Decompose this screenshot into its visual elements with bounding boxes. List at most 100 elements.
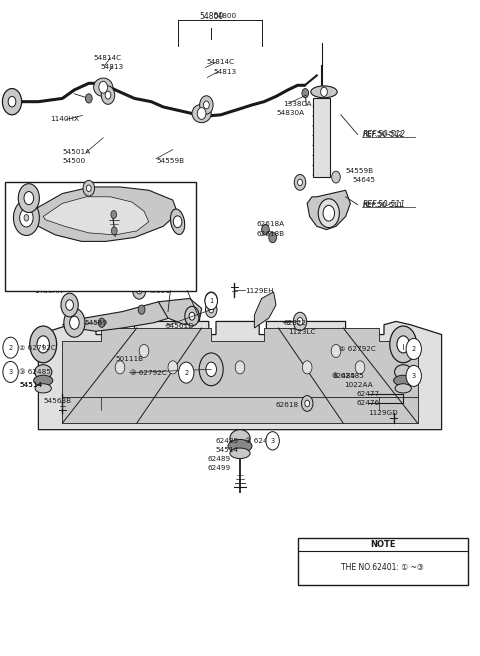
Circle shape (3, 337, 18, 358)
Text: 54519B: 54519B (126, 234, 154, 241)
Bar (298, 538, 468, 585)
Text: 2: 2 (184, 369, 188, 376)
Bar (5, 182, 196, 291)
Circle shape (20, 209, 33, 227)
Text: 54563B: 54563B (43, 398, 72, 405)
Circle shape (66, 300, 73, 310)
Circle shape (205, 292, 217, 309)
Circle shape (397, 336, 409, 353)
Circle shape (332, 171, 340, 183)
Circle shape (139, 344, 149, 358)
Polygon shape (62, 328, 418, 423)
Circle shape (111, 211, 117, 218)
Circle shape (85, 94, 92, 103)
Circle shape (209, 306, 214, 313)
Text: REF.50-511: REF.50-511 (362, 200, 406, 209)
Text: 62322: 62322 (283, 319, 306, 326)
Polygon shape (43, 197, 149, 235)
Circle shape (321, 87, 327, 96)
Text: 54800: 54800 (214, 13, 237, 20)
Circle shape (297, 318, 303, 325)
Text: 1129GD: 1129GD (369, 410, 398, 417)
Text: 2: 2 (412, 346, 416, 352)
Text: 54514: 54514 (19, 382, 42, 388)
Circle shape (101, 86, 115, 104)
Polygon shape (62, 302, 182, 331)
Text: 54559B: 54559B (156, 157, 184, 164)
Text: 54553A: 54553A (126, 225, 154, 232)
Circle shape (331, 344, 341, 358)
Circle shape (262, 224, 269, 235)
Text: 62477: 62477 (356, 390, 379, 397)
Polygon shape (307, 190, 350, 230)
Text: 1123LC: 1123LC (288, 329, 315, 335)
Text: 54559B: 54559B (346, 167, 374, 174)
Ellipse shape (395, 365, 412, 379)
Text: 2: 2 (9, 344, 12, 351)
Circle shape (406, 365, 421, 386)
Text: 54514: 54514 (215, 447, 238, 453)
Text: 54561D: 54561D (166, 323, 194, 329)
Text: 1022AA: 1022AA (345, 382, 373, 388)
Text: 50111B: 50111B (115, 356, 144, 363)
Circle shape (105, 91, 111, 99)
Text: 49551: 49551 (148, 287, 171, 294)
Polygon shape (38, 321, 442, 430)
Text: ③ 62792C: ③ 62792C (130, 369, 167, 376)
Circle shape (168, 361, 178, 374)
Circle shape (86, 185, 91, 192)
Circle shape (323, 205, 335, 221)
Ellipse shape (170, 209, 185, 234)
Circle shape (98, 318, 105, 327)
Text: 62499: 62499 (207, 465, 230, 472)
Text: 54813: 54813 (214, 68, 237, 75)
Text: 1338CA: 1338CA (283, 100, 312, 107)
Text: 54559: 54559 (78, 260, 101, 267)
Ellipse shape (230, 430, 250, 447)
Text: 54514: 54514 (19, 382, 42, 388)
Text: 1: 1 (209, 298, 213, 304)
Ellipse shape (94, 78, 113, 96)
Text: 62476: 62476 (356, 400, 379, 406)
Text: REF.50-511: REF.50-511 (362, 201, 403, 208)
Text: 54541A: 54541A (149, 263, 177, 270)
Text: NOTE: NOTE (370, 540, 396, 549)
Circle shape (99, 81, 108, 93)
Circle shape (3, 361, 18, 382)
Text: 1140HX: 1140HX (50, 116, 79, 123)
Text: 54501A: 54501A (62, 149, 91, 155)
Circle shape (302, 361, 312, 374)
Circle shape (390, 326, 417, 363)
Text: 54830A: 54830A (277, 110, 305, 116)
Text: THE NO.62401: ① ~③: THE NO.62401: ① ~③ (341, 564, 424, 572)
Circle shape (83, 180, 95, 196)
Circle shape (200, 96, 213, 114)
Circle shape (189, 312, 195, 320)
Ellipse shape (35, 365, 52, 379)
Circle shape (197, 108, 206, 119)
Text: REF.50-512: REF.50-512 (362, 131, 403, 138)
Ellipse shape (394, 375, 413, 386)
Circle shape (115, 361, 125, 374)
Text: 3: 3 (271, 438, 275, 444)
Text: 62485: 62485 (332, 373, 355, 379)
Circle shape (305, 400, 310, 407)
Ellipse shape (35, 384, 51, 393)
Circle shape (70, 316, 79, 329)
Circle shape (8, 96, 16, 107)
Text: 3: 3 (412, 373, 416, 379)
Circle shape (318, 199, 339, 228)
Text: 3: 3 (9, 369, 12, 375)
Text: 54814C: 54814C (94, 54, 122, 61)
Text: ② 62792C: ② 62792C (339, 346, 376, 352)
Circle shape (138, 305, 145, 314)
Circle shape (13, 200, 39, 236)
Text: 54555A: 54555A (31, 253, 60, 259)
Text: 54645: 54645 (353, 176, 376, 183)
Circle shape (132, 281, 146, 299)
Text: 54813: 54813 (101, 64, 124, 70)
Circle shape (266, 432, 279, 450)
Text: 54559: 54559 (84, 320, 107, 327)
Ellipse shape (228, 440, 252, 453)
Circle shape (293, 312, 307, 331)
